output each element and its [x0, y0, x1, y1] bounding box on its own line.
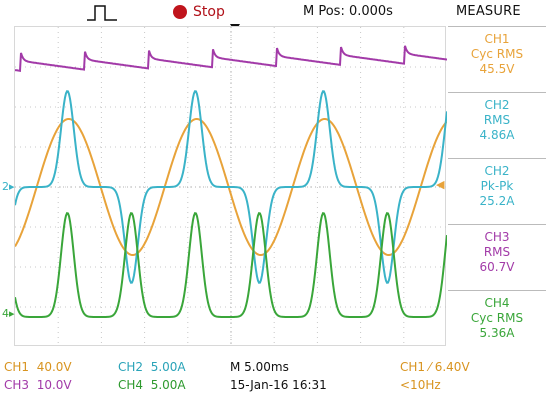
run-state-label[interactable]: Stop [193, 4, 225, 20]
ch1-scale-readout[interactable]: CH1 40.0V [4, 360, 72, 374]
settings-readout-bar: CH1 40.0V CH2 5.00A M 5.00ms CH1 ⁄ 6.40V… [0, 356, 546, 404]
measurement-value: 4.86A [479, 128, 515, 142]
ch1-scale: 40.0V [36, 360, 72, 374]
measurement-value: 25.2A [479, 194, 515, 208]
ch2-trace [15, 90, 447, 284]
measurement-value: 60.7V [479, 260, 515, 274]
ch4-scale-readout[interactable]: CH4 5.00A [118, 378, 186, 392]
measurement-3[interactable]: CH2 Pk-Pk 25.2A [448, 158, 546, 225]
ch1-label: CH1 [4, 360, 30, 374]
waveform-graticule [14, 26, 447, 347]
status-bar: Stop M Pos: 0.000s MEASURE [0, 0, 546, 26]
ch4-trace [15, 211, 447, 318]
measurement-channel: CH3 [484, 230, 510, 244]
measure-menu-title[interactable]: MEASURE [456, 4, 521, 19]
trigger-frequency-readout: <10Hz [400, 378, 441, 392]
rising-edge-icon: ⁄ [428, 360, 431, 374]
ch3-scale-readout[interactable]: CH3 10.0V [4, 378, 72, 392]
measurement-type: Pk-Pk [480, 179, 514, 193]
ch4-label: CH4 [118, 378, 144, 392]
ch2-label: CH2 [118, 360, 144, 374]
ch3-label: CH3 [4, 378, 30, 392]
ch2-ground-marker: 2▸ [2, 180, 15, 193]
measurement-4[interactable]: CH3 RMS 60.7V [448, 224, 546, 291]
ch3-trace [15, 45, 447, 73]
measurement-channel: CH2 [484, 164, 510, 178]
measurement-type: RMS [483, 245, 511, 259]
trigger-source: CH1 [400, 360, 426, 374]
measurement-panel: CH1 Cyc RMS 45.5V CH2 RMS 4.86A CH2 Pk-P… [448, 26, 546, 372]
measurement-type: Cyc RMS [470, 311, 524, 325]
ch4-scale: 5.00A [150, 378, 186, 392]
ch3-scale: 10.0V [36, 378, 72, 392]
measurement-value: 5.36A [479, 326, 515, 340]
measurement-2[interactable]: CH2 RMS 4.86A [448, 92, 546, 159]
trigger-readout[interactable]: CH1 ⁄ 6.40V [400, 360, 470, 374]
date-time-readout: 15-Jan-16 16:31 [230, 378, 327, 392]
measurement-type: Cyc RMS [470, 47, 524, 61]
trigger-level-icon: ◀ [436, 178, 445, 191]
measurement-1[interactable]: CH1 Cyc RMS 45.5V [448, 26, 546, 93]
horizontal-position-readout: M Pos: 0.000s [303, 4, 393, 19]
measurement-value: 45.5V [479, 62, 515, 76]
ch1-trace [15, 118, 447, 256]
measurement-channel: CH1 [484, 32, 510, 46]
measurement-5[interactable]: CH4 Cyc RMS 5.36A [448, 290, 546, 357]
measurement-channel: CH2 [484, 98, 510, 112]
ch2-scale-readout[interactable]: CH2 5.00A [118, 360, 186, 374]
pulse-trigger-icon[interactable] [86, 3, 118, 23]
waveform-display [15, 27, 447, 347]
run-stop-icon[interactable] [173, 5, 187, 19]
timebase-readout[interactable]: M 5.00ms [230, 360, 289, 374]
measurement-type: RMS [483, 113, 511, 127]
ch4-ground-marker: 4▸ [2, 307, 15, 320]
ch2-scale: 5.00A [150, 360, 186, 374]
measurement-channel: CH4 [484, 296, 510, 310]
trigger-level: 6.40V [434, 360, 470, 374]
